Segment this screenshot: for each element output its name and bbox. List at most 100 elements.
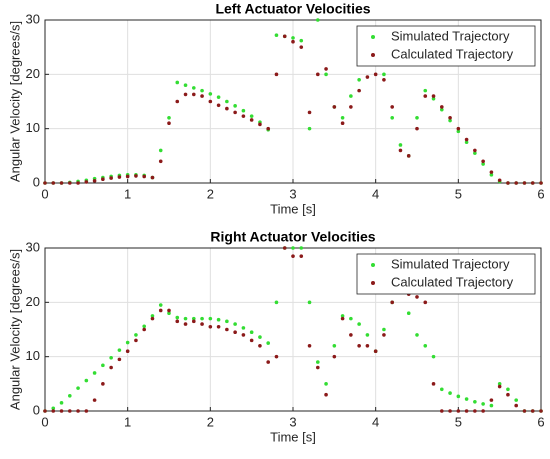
data-point <box>473 151 477 155</box>
data-point <box>125 349 130 354</box>
data-point <box>241 333 246 337</box>
data-point <box>125 340 130 345</box>
legend-marker <box>371 263 375 267</box>
data-point <box>324 382 328 386</box>
data-point <box>59 401 64 405</box>
data-point <box>274 300 279 305</box>
data-point <box>440 387 444 392</box>
data-point <box>241 108 246 113</box>
data-point <box>423 344 428 348</box>
data-point <box>481 402 485 406</box>
data-point <box>274 33 279 38</box>
data-point <box>431 96 436 101</box>
x-tick-label: 0 <box>41 186 48 201</box>
y-axis-label: Angular Velocity [degrees/s] <box>7 21 22 182</box>
data-point <box>497 178 502 183</box>
data-point <box>530 409 535 413</box>
y-tick-label: 30 <box>26 11 40 26</box>
data-point <box>241 114 246 118</box>
data-point <box>357 322 361 326</box>
data-point <box>76 181 80 185</box>
data-point <box>299 45 304 49</box>
legend-box <box>356 253 536 295</box>
data-point <box>514 403 518 408</box>
data-point <box>208 92 213 96</box>
data-point <box>299 38 304 43</box>
data-point <box>183 83 188 87</box>
x-tick-label: 2 <box>207 186 214 201</box>
data-point <box>431 354 436 359</box>
data-point <box>200 316 204 321</box>
data-point <box>357 344 361 348</box>
data-point <box>225 106 229 111</box>
data-point <box>117 357 122 362</box>
data-point <box>266 126 271 131</box>
data-point <box>109 365 113 370</box>
data-point <box>150 175 155 180</box>
data-point <box>365 344 370 348</box>
data-point <box>423 94 428 98</box>
data-point <box>324 67 328 71</box>
data-point <box>456 394 461 399</box>
data-point <box>307 300 312 305</box>
x-tick-label: 1 <box>124 186 131 201</box>
data-point <box>59 409 64 413</box>
data-point <box>382 72 386 77</box>
data-point <box>192 92 196 97</box>
data-point <box>349 316 353 321</box>
data-point <box>225 99 229 104</box>
data-point <box>415 295 419 299</box>
data-point <box>200 94 204 98</box>
data-point <box>84 180 89 184</box>
data-point <box>349 94 353 98</box>
data-point <box>464 140 469 145</box>
data-point <box>440 105 444 109</box>
x-tick-label: 3 <box>289 186 296 201</box>
data-point <box>291 39 295 44</box>
data-point <box>481 162 485 166</box>
data-point <box>183 316 188 321</box>
data-point <box>324 392 328 397</box>
data-point <box>134 174 138 178</box>
data-point <box>299 246 304 250</box>
data-point <box>497 384 502 389</box>
data-point <box>373 349 378 354</box>
data-point <box>84 378 89 383</box>
data-point <box>117 348 122 352</box>
legend-marker <box>371 35 375 39</box>
data-point <box>142 324 146 329</box>
legend-box <box>356 25 536 67</box>
data-point <box>225 327 229 332</box>
data-point <box>282 246 287 250</box>
data-point <box>167 308 171 313</box>
data-point <box>473 399 477 404</box>
data-point <box>51 406 56 411</box>
data-point <box>216 95 221 99</box>
data-point <box>258 122 262 127</box>
data-point <box>365 333 370 337</box>
data-point <box>406 154 411 158</box>
data-point <box>216 103 221 108</box>
data-point <box>183 322 188 326</box>
data-point <box>357 77 361 82</box>
data-point <box>51 409 56 413</box>
data-point <box>506 387 510 392</box>
data-point <box>175 319 180 324</box>
x-tick-label: 1 <box>124 414 131 429</box>
data-point <box>448 409 452 413</box>
y-axis-label: Angular Velocity [degrees/s] <box>7 249 22 410</box>
data-point <box>489 170 494 174</box>
data-point <box>249 118 254 122</box>
data-point <box>514 181 518 185</box>
data-point <box>68 393 72 398</box>
data-point <box>134 333 138 337</box>
x-axis-label: Time [s] <box>270 429 316 444</box>
data-point <box>415 126 419 131</box>
data-point <box>324 72 328 77</box>
data-point <box>76 409 80 413</box>
x-tick-label: 4 <box>372 414 379 429</box>
data-point <box>92 371 97 375</box>
data-point <box>175 315 180 320</box>
data-point <box>208 324 213 329</box>
data-point <box>158 308 163 313</box>
